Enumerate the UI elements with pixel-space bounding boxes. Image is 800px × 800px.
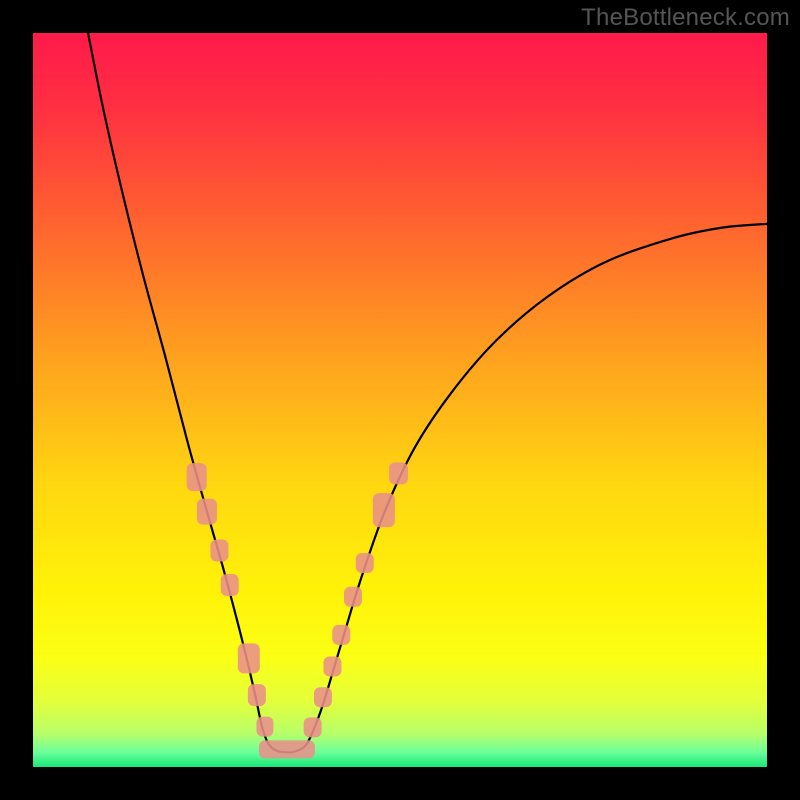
curve-marker [389,462,408,484]
curve-marker [221,574,239,596]
curve-marker [344,587,362,607]
curve-marker [238,643,260,673]
curve-marker [323,656,341,676]
watermark-text: TheBottleneck.com [581,4,790,32]
curve-marker [373,493,395,527]
plot-background [33,33,767,767]
curve-marker [197,499,217,525]
curve-marker [210,539,228,561]
curve-marker [332,625,350,645]
curve-marker [356,553,374,573]
curve-marker [256,717,273,737]
curve-marker [304,717,322,737]
curve-marker [248,684,266,706]
curve-marker [259,740,315,758]
curve-marker [187,463,207,491]
chart-plot [33,33,767,767]
curve-marker [314,687,332,707]
